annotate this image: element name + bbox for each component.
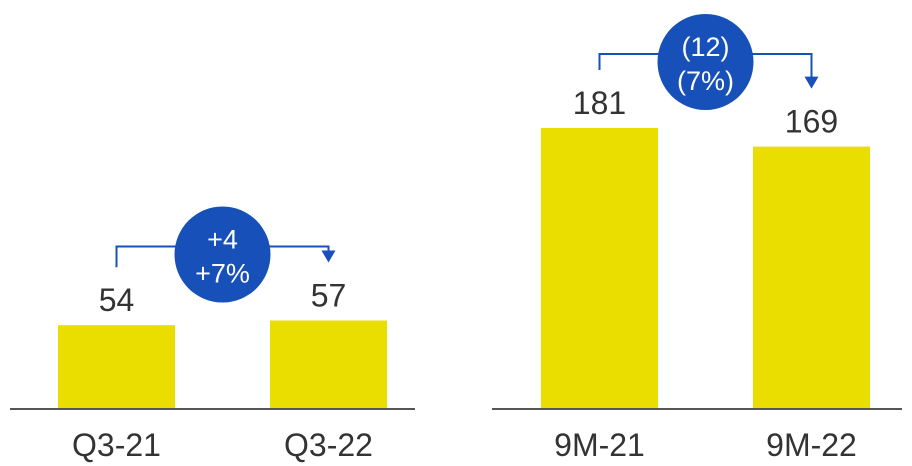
tick-label-q3-21: Q3-21 — [72, 427, 161, 463]
data-label-9m-22: 169 — [785, 104, 838, 140]
change-arrowhead-2 — [804, 76, 819, 89]
tick-label-9m-22: 9M-22 — [766, 427, 857, 463]
data-label-9m-21: 181 — [573, 85, 626, 121]
data-label-q3-22: 57 — [311, 278, 347, 314]
change-arrowhead-1 — [321, 250, 336, 263]
bar-9m-22 — [753, 146, 870, 409]
tick-label-9m-21: 9M-21 — [554, 427, 645, 463]
bar-q3-22 — [270, 320, 387, 409]
change-percent-label-1: +7% — [195, 259, 250, 289]
bar-q3-21 — [58, 325, 175, 409]
bar-9m-21 — [541, 128, 658, 409]
change-absolute-label-1: +4 — [207, 225, 238, 255]
data-label-q3-21: 54 — [99, 282, 135, 318]
change-percent-label-2: (7%) — [677, 66, 734, 96]
change-badge-2 — [657, 14, 754, 110]
tick-label-q3-22: Q3-22 — [284, 427, 373, 463]
change-badge-1 — [174, 206, 271, 303]
change-absolute-label-2: (12) — [681, 32, 729, 62]
